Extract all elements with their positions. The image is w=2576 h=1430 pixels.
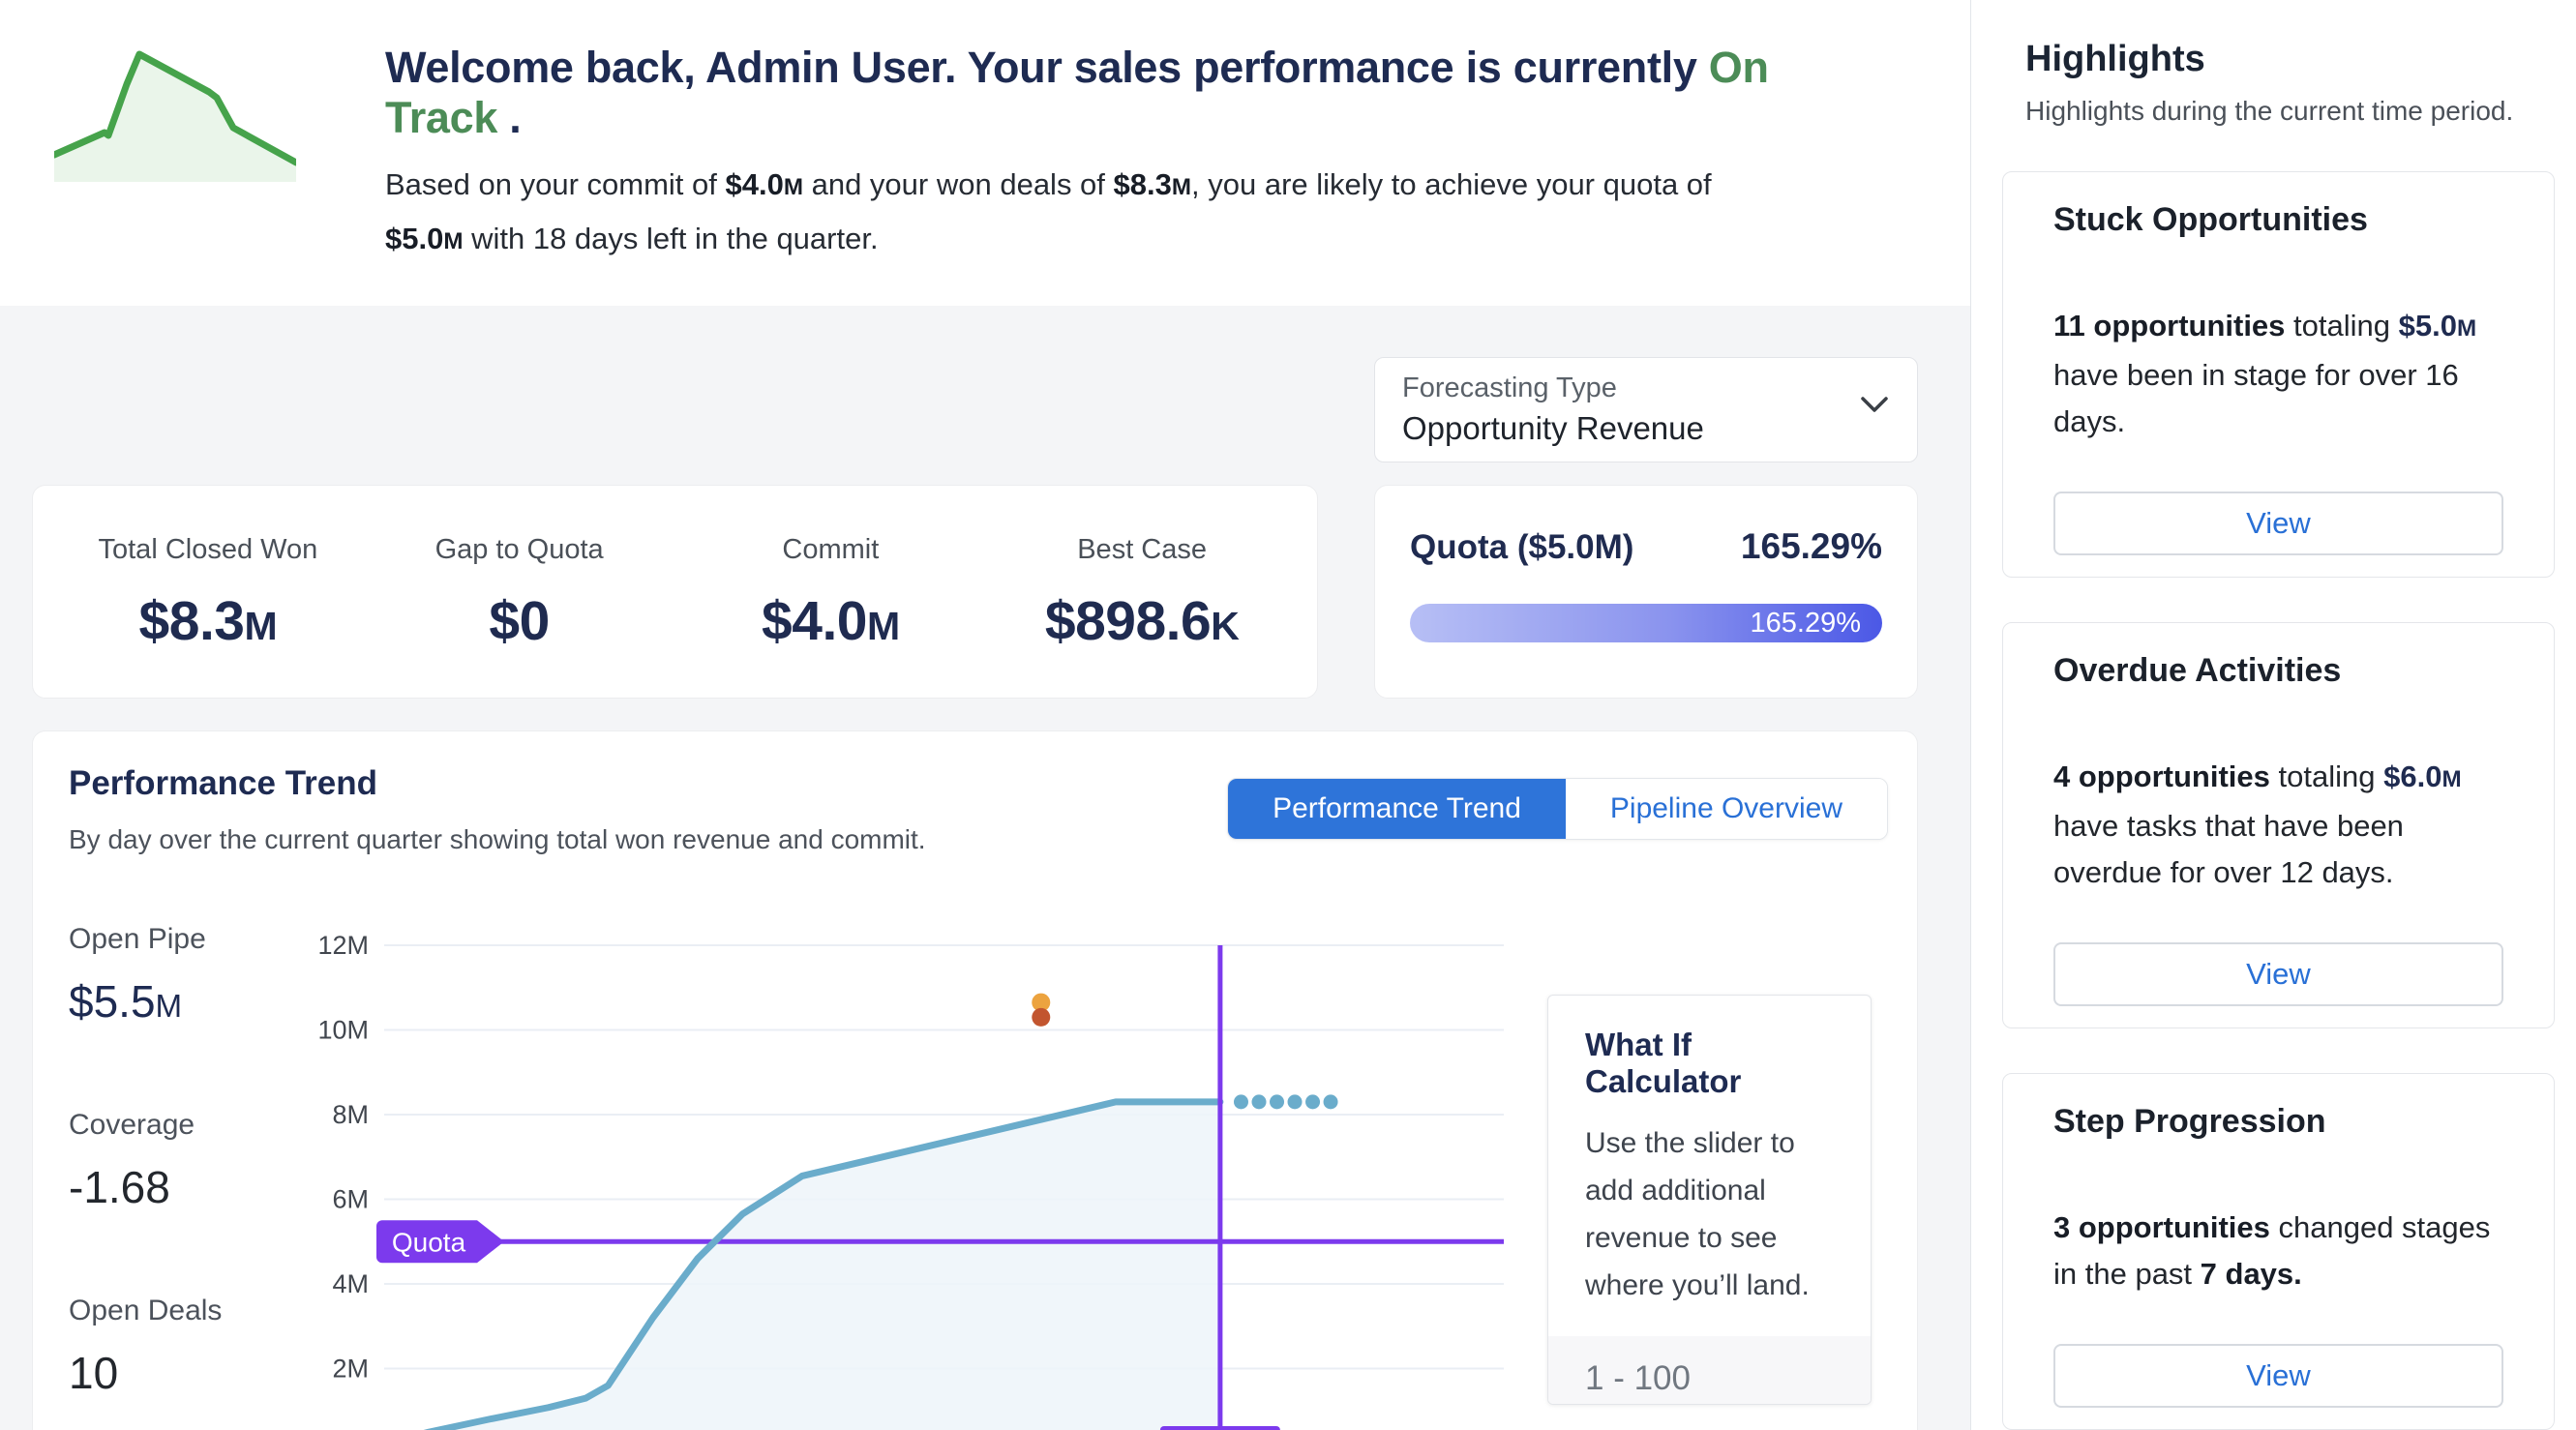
- metric-best-case: Best Case $898.6K: [986, 534, 1298, 653]
- quota-title: Quota ($5.0M): [1410, 528, 1634, 566]
- svg-text:10M: 10M: [317, 1016, 369, 1045]
- stat-open-pipe: Open Pipe $5.5M: [69, 923, 311, 1028]
- sidebar-subtitle: Highlights during the current time perio…: [2025, 96, 2514, 126]
- card-text: 11 opportunities totaling $5.0M have bee…: [2053, 309, 2477, 438]
- quota-progress-label: 165.29%: [1750, 607, 1862, 639]
- sparkline-icon: [50, 50, 300, 182]
- stat-value: 10: [69, 1348, 119, 1398]
- chart-tab-group: Performance Trend Pipeline Overview: [1227, 778, 1888, 840]
- metrics-card: Total Closed Won $8.3M Gap to Quota $0 C…: [32, 485, 1318, 699]
- svg-text:Quota: Quota: [392, 1227, 466, 1257]
- svg-text:2M: 2M: [332, 1355, 369, 1384]
- svg-text:8M: 8M: [332, 1100, 369, 1129]
- metric-value: $898.6K: [1044, 590, 1240, 652]
- chart-header: Performance Trend By day over the curren…: [69, 764, 1888, 855]
- stat-value: -1.68: [69, 1162, 170, 1212]
- svg-text:6M: 6M: [332, 1185, 369, 1214]
- highlights-sidebar: Highlights Highlights during the current…: [1970, 0, 2576, 1430]
- what-if-title: What If Calculator: [1585, 1027, 1742, 1099]
- header-sparkline-chart: [50, 37, 300, 182]
- svg-text:4M: 4M: [332, 1269, 369, 1298]
- slider-range-label: 1 - 100: [1585, 1359, 1691, 1397]
- metric-commit: Commit $4.0M: [675, 534, 987, 653]
- what-if-header: What If Calculator Use the slider to add…: [1548, 996, 1871, 1336]
- performance-trend-card: Performance Trend By day over the curren…: [32, 730, 1918, 1430]
- metric-label: Total Closed Won: [98, 534, 318, 565]
- metric-total-closed-won: Total Closed Won $8.3M: [52, 534, 364, 653]
- sidebar-title: Highlights: [2025, 39, 2205, 79]
- metric-value: $4.0M: [762, 590, 900, 652]
- quota-header: Quota ($5.0M) 165.29%: [1410, 526, 1882, 567]
- card-title: Step Progression: [2053, 1103, 2326, 1140]
- tab-pipeline-overview[interactable]: Pipeline Overview: [1565, 779, 1887, 839]
- welcome-header: Welcome back, Admin User. Your sales per…: [0, 0, 1970, 306]
- metric-label: Commit: [782, 534, 880, 565]
- card-text: 4 opportunities totaling $6.0M have task…: [2053, 760, 2462, 889]
- stat-value: $5.5M: [69, 976, 183, 1027]
- card-title: Overdue Activities: [2053, 652, 2342, 689]
- forecasting-type-label: Forecasting Type: [1402, 372, 1617, 403]
- stat-label: Open Pipe: [69, 923, 206, 955]
- stat-open-deals: Open Deals 10: [69, 1295, 311, 1399]
- stat-label: Coverage: [69, 1109, 195, 1141]
- welcome-text-block: Welcome back, Admin User. Your sales per…: [385, 33, 1817, 267]
- trend-plot-column: 02M4M6M8M10M12M182226Mar06101418222630Ap…: [311, 911, 1530, 1430]
- card-overdue-activities: Overdue Activities 4 opportunities total…: [2002, 622, 2555, 1028]
- metric-label: Gap to Quota: [434, 534, 604, 565]
- card-text: 3 opportunities changed stages in the pa…: [2053, 1210, 2491, 1291]
- view-step-progression-button[interactable]: View: [2053, 1344, 2503, 1408]
- quota-progress-bar: 165.29%: [1410, 604, 1882, 642]
- stat-label: Open Deals: [69, 1295, 223, 1326]
- forecasting-type-dropdown[interactable]: Forecasting Type Opportunity Revenue: [1374, 357, 1918, 462]
- chart-header-text: Performance Trend By day over the curren…: [69, 764, 926, 855]
- chart-subtitle: By day over the current quarter showing …: [69, 824, 926, 854]
- welcome-title: Welcome back, Admin User. Your sales per…: [385, 43, 1769, 142]
- chevron-down-icon: [1861, 397, 1888, 412]
- svg-text:12M: 12M: [317, 931, 369, 960]
- card-stuck-opportunities: Stuck Opportunities 11 opportunities tot…: [2002, 171, 2555, 578]
- status-on-track: On Track: [385, 43, 1769, 142]
- welcome-summary: Based on your commit of $4.0M and your w…: [385, 167, 1712, 255]
- what-if-description: Use the slider to add additional revenue…: [1585, 1127, 1810, 1301]
- metric-label: Best Case: [1077, 534, 1208, 565]
- what-if-slider-section: 1 - 100 1: [1548, 1336, 1871, 1404]
- summary-cards-row: Total Closed Won $8.3M Gap to Quota $0 C…: [32, 485, 1918, 699]
- chart-title: Performance Trend: [69, 764, 377, 802]
- main-content: Forecasting Type Opportunity Revenue Tot…: [0, 357, 1970, 1430]
- chart-stats-column: Open Pipe $5.5M Coverage -1.68 Open Deal…: [69, 911, 311, 1430]
- metric-gap-to-quota: Gap to Quota $0: [364, 534, 675, 653]
- metric-value: $8.3M: [138, 590, 278, 652]
- card-title: Stuck Opportunities: [2053, 201, 2368, 238]
- chart-body: Open Pipe $5.5M Coverage -1.68 Open Deal…: [69, 911, 1888, 1430]
- forecasting-type-value: Opportunity Revenue: [1402, 410, 1704, 446]
- controls-row: Forecasting Type Opportunity Revenue: [32, 357, 1918, 462]
- metric-value: $0: [489, 590, 550, 652]
- view-stuck-opportunities-button[interactable]: View: [2053, 492, 2503, 555]
- tab-performance-trend[interactable]: Performance Trend: [1228, 779, 1566, 839]
- view-overdue-activities-button[interactable]: View: [2053, 942, 2503, 1006]
- quota-percent: 165.29%: [1740, 526, 1882, 566]
- performance-trend-chart: 02M4M6M8M10M12M182226Mar06101418222630Ap…: [317, 931, 1504, 1430]
- stat-coverage: Coverage -1.68: [69, 1109, 311, 1213]
- quota-attainment-card: Quota ($5.0M) 165.29% 165.29%: [1374, 485, 1918, 699]
- card-step-progression: Step Progression 3 opportunities changed…: [2002, 1073, 2555, 1430]
- main-column: Welcome back, Admin User. Your sales per…: [0, 0, 1970, 1430]
- what-if-calculator-card: What If Calculator Use the slider to add…: [1547, 995, 1872, 1405]
